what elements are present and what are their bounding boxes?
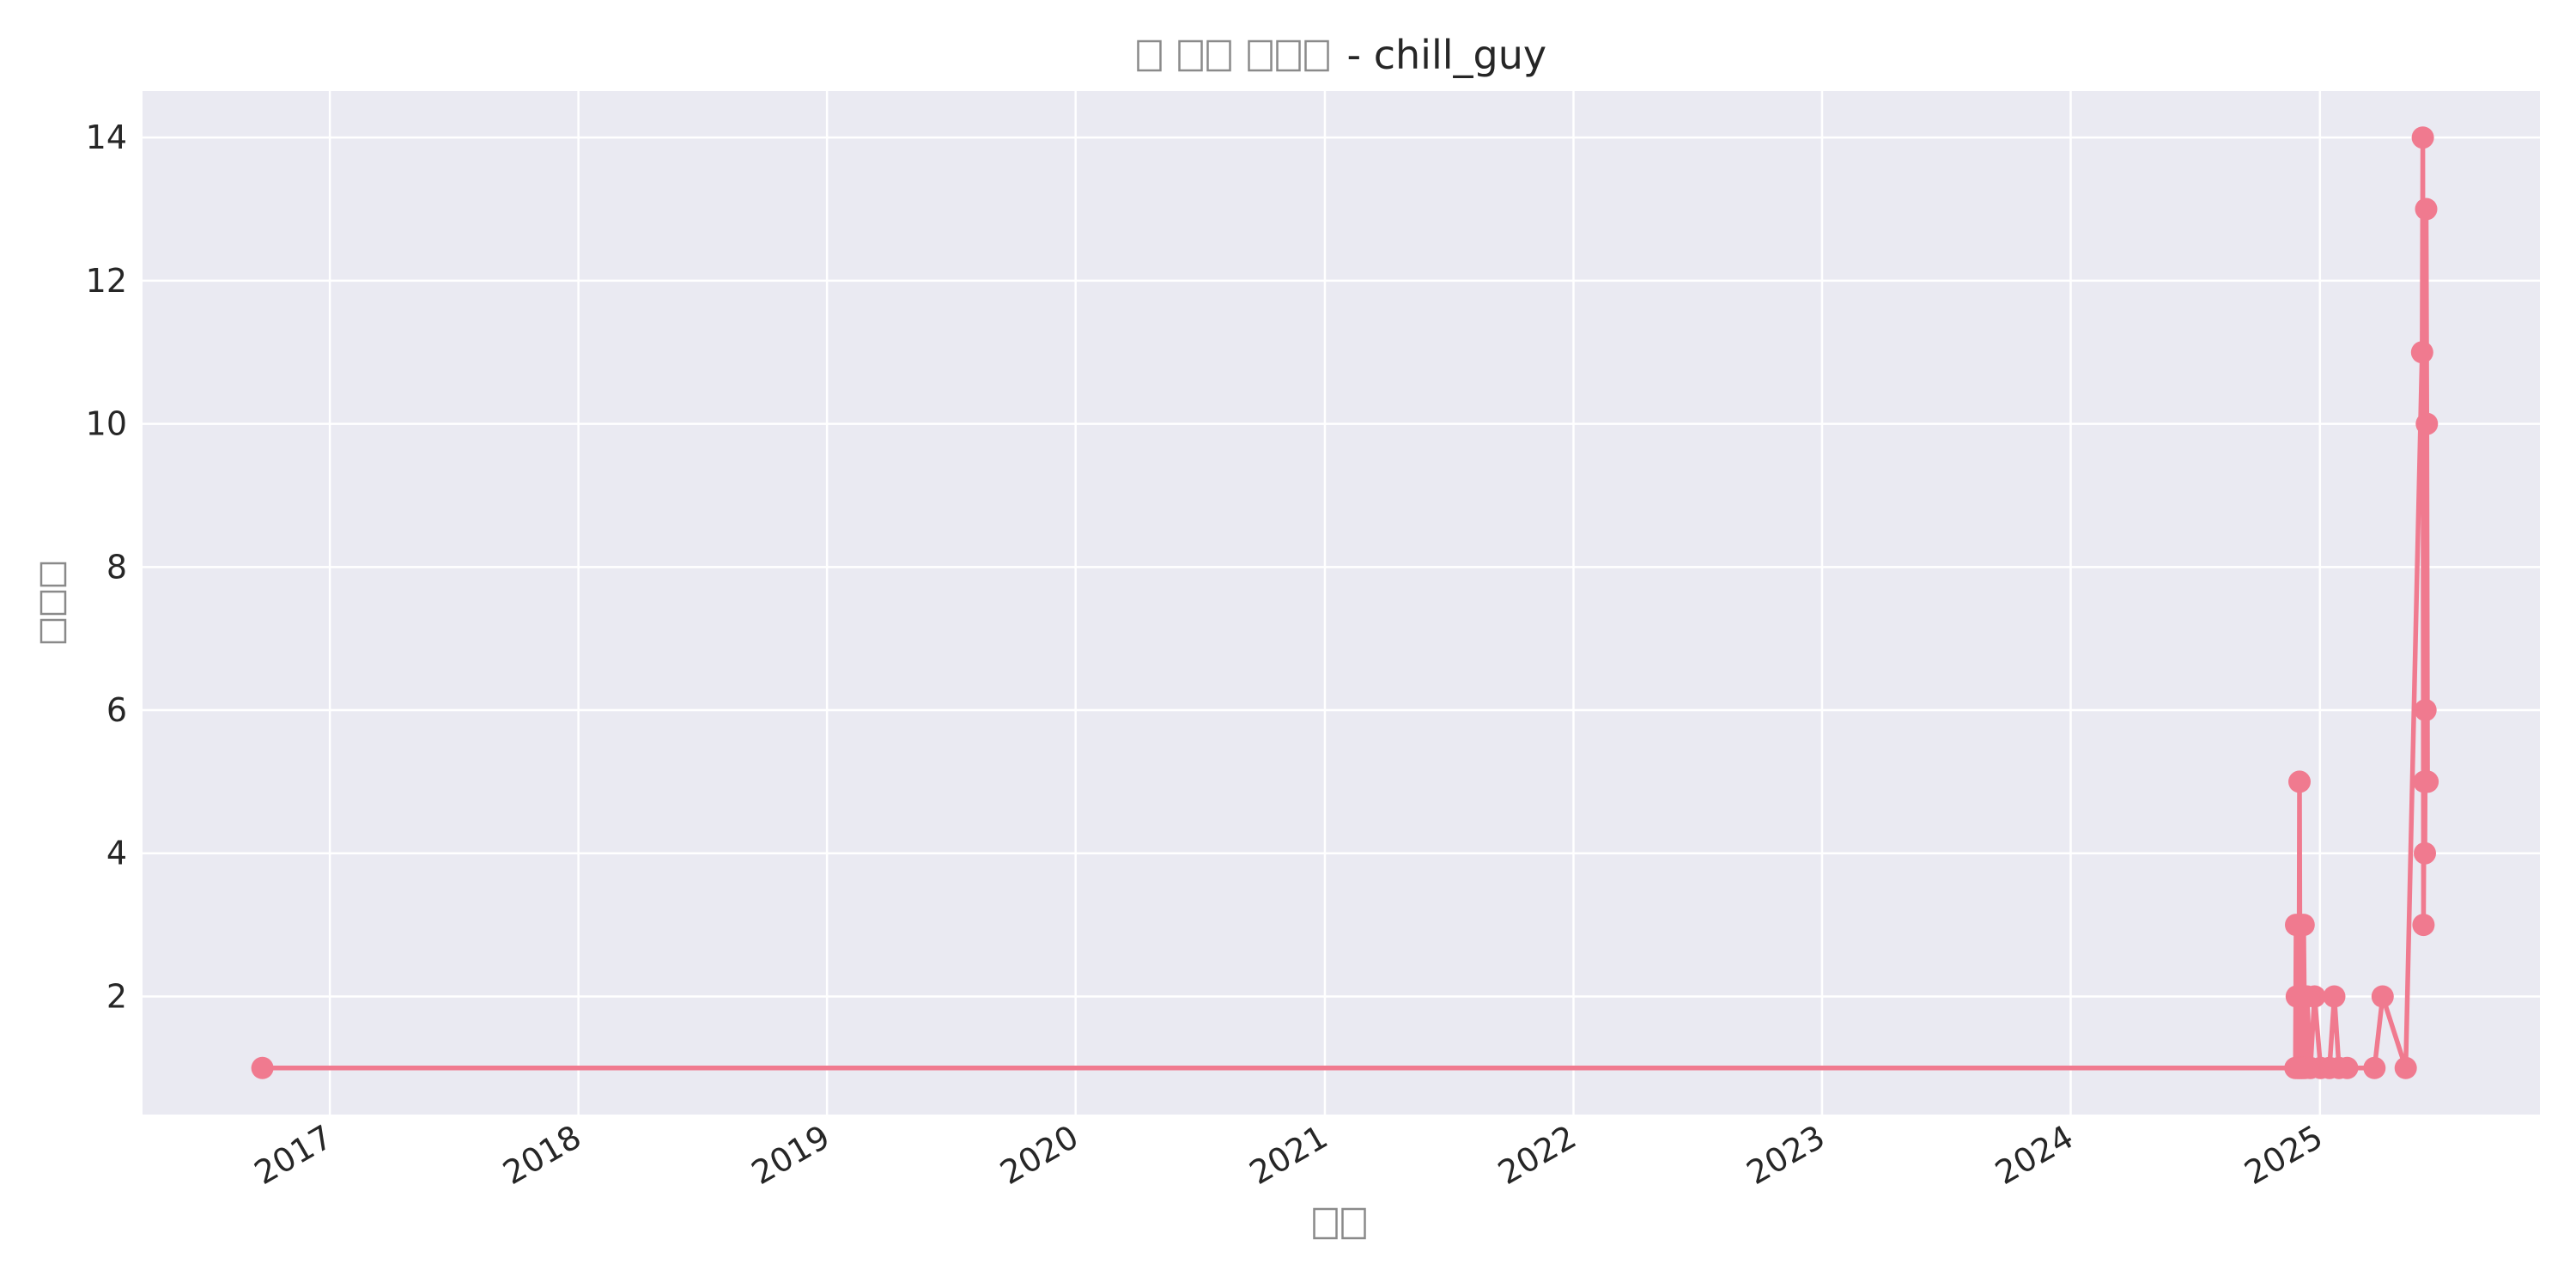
ylabel-missing-glyph xyxy=(39,590,67,616)
ylabel-missing-glyph xyxy=(39,618,67,644)
data-point-33[interactable] xyxy=(2415,412,2439,435)
title-missing-glyph xyxy=(1276,39,1301,72)
y-tick-label-6: 6 xyxy=(106,691,127,729)
xlabel-missing-glyph xyxy=(1341,1207,1366,1240)
data-point-31[interactable] xyxy=(2414,699,2437,721)
x-tick-label-2022: 2022 xyxy=(1492,1118,1583,1192)
y-tick-label-14: 14 xyxy=(86,118,127,156)
data-point-0[interactable] xyxy=(251,1056,274,1079)
y-axis-label xyxy=(39,562,67,644)
y-tick-label-10: 10 xyxy=(86,405,127,443)
x-tick-label-2019: 2019 xyxy=(745,1118,836,1192)
y-tick-label-12: 12 xyxy=(86,262,127,300)
data-point-25[interactable] xyxy=(2394,1056,2417,1079)
x-tick-label-2024: 2024 xyxy=(1989,1118,2080,1192)
y-tick-label-4: 4 xyxy=(106,835,127,872)
title-missing-glyph xyxy=(1137,39,1162,72)
data-point-17[interactable] xyxy=(2303,985,2326,1008)
data-point-27[interactable] xyxy=(2411,126,2434,149)
title-missing-glyph xyxy=(1206,39,1231,72)
chart-title-glyphs xyxy=(1137,39,1329,72)
data-point-23[interactable] xyxy=(2363,1056,2386,1079)
data-point-26[interactable] xyxy=(2410,341,2433,364)
x-tick-label-2017: 2017 xyxy=(248,1118,339,1192)
x-tick-label-2018: 2018 xyxy=(496,1118,587,1192)
data-point-13[interactable] xyxy=(2292,914,2315,937)
data-point-30[interactable] xyxy=(2414,841,2436,865)
y-tick-label-2: 2 xyxy=(106,977,127,1015)
title-missing-glyph xyxy=(1248,39,1273,72)
data-point-7[interactable] xyxy=(2288,770,2311,793)
x-tick-label-2025: 2025 xyxy=(2239,1118,2330,1192)
plot-area xyxy=(143,91,2540,1115)
data-point-28[interactable] xyxy=(2412,914,2435,937)
title-missing-glyph xyxy=(1178,39,1203,72)
data-point-22[interactable] xyxy=(2336,1056,2359,1079)
title-missing-glyph xyxy=(1304,39,1329,72)
xlabel-missing-glyph xyxy=(1313,1207,1338,1240)
x-tick-label-2021: 2021 xyxy=(1243,1118,1334,1192)
data-point-34[interactable] xyxy=(2416,770,2439,793)
x-axis-label xyxy=(1313,1207,1366,1240)
data-point-32[interactable] xyxy=(2415,197,2438,221)
x-tick-label-2020: 2020 xyxy=(993,1118,1084,1192)
y-tick-label-8: 8 xyxy=(106,548,127,586)
data-point-20[interactable] xyxy=(2323,985,2346,1008)
data-point-24[interactable] xyxy=(2371,985,2394,1008)
x-tick-label-2023: 2023 xyxy=(1741,1118,1832,1192)
ylabel-missing-glyph xyxy=(39,562,67,587)
chart-title: - chill_guy xyxy=(1347,32,1547,78)
